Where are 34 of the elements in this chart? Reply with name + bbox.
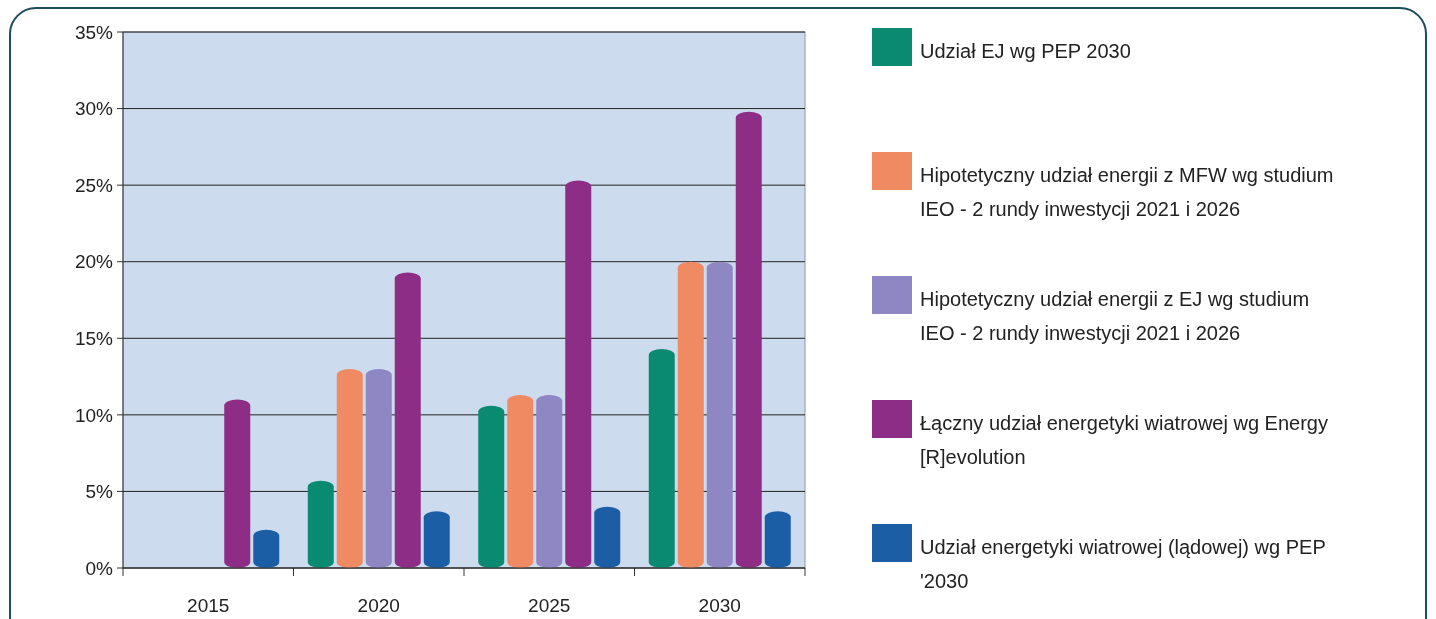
- bar: [336, 368, 363, 568]
- bar: [507, 394, 534, 568]
- bar: [224, 399, 251, 568]
- y-tick-label: 30%: [74, 98, 114, 120]
- bar: [307, 480, 334, 568]
- x-tick-label: 2020: [357, 595, 400, 616]
- legend-label: Hipotetyczny udział energii z MFW wg studium IEO - 2 rundy inwestycji 2021 i 2026: [920, 164, 1334, 220]
- x-tick-label: 2025: [528, 595, 571, 616]
- y-tick-label: 20%: [74, 251, 114, 273]
- bar: [365, 368, 392, 568]
- bar: [648, 349, 675, 568]
- bar: [594, 506, 621, 568]
- y-tick-label: 25%: [74, 174, 114, 196]
- x-tick-label: 2015: [187, 595, 230, 616]
- y-tick-label: 10%: [74, 404, 114, 426]
- bar: [565, 180, 592, 568]
- bar: [423, 511, 450, 568]
- legend-label: Hipotetyczny udział energii z EJ wg studium IEO - 2 rundy inwestycji 2021 i 2026: [920, 288, 1310, 344]
- y-tick-label: 0%: [85, 557, 114, 579]
- y-tick-label: 35%: [74, 21, 114, 43]
- bar: [764, 511, 791, 568]
- legend-label: Udział EJ wg PEP 2030: [920, 40, 1131, 62]
- legend-label: Łączny udział energetyki wiatrowej wg Energy [R]evolution: [920, 412, 1328, 468]
- bar: [735, 111, 762, 568]
- bar: [677, 261, 704, 568]
- bar: [536, 394, 563, 568]
- bar: [706, 261, 733, 568]
- legend-label: Udział energetyki wiatrowej (lądowej) wg PEP '2030: [920, 536, 1326, 592]
- bar: [253, 529, 280, 568]
- bar: [394, 272, 421, 568]
- bar: [478, 405, 505, 568]
- y-tick-label: 5%: [85, 481, 114, 503]
- y-tick-label: 15%: [74, 327, 114, 349]
- x-tick-label: 2030: [698, 595, 741, 616]
